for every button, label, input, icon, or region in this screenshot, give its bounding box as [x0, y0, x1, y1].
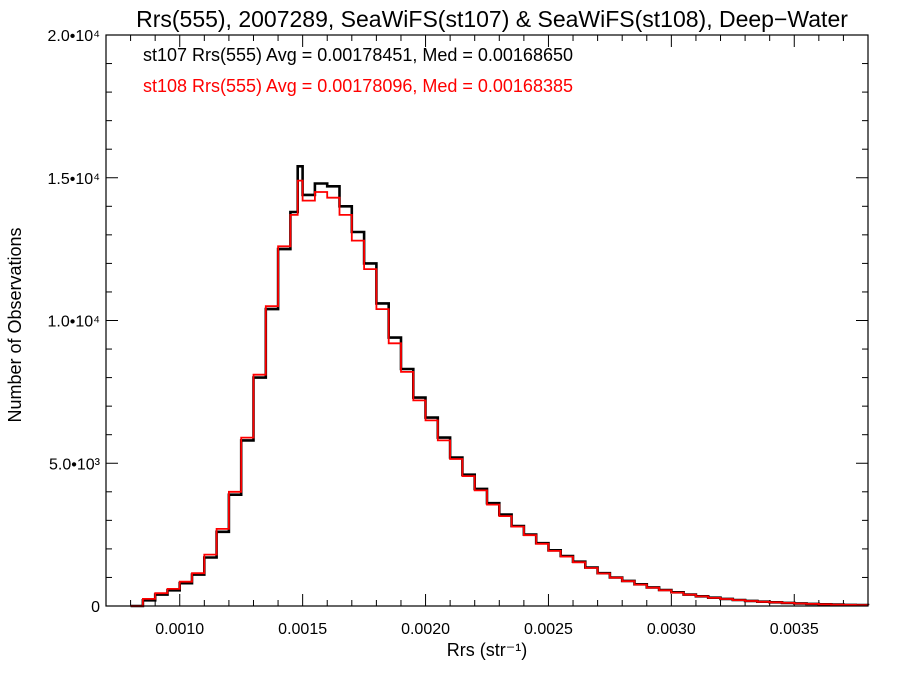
y-axis-title: Number of Observations — [5, 227, 25, 422]
x-tick-label: 0.0030 — [647, 621, 696, 638]
x-tick-label: 0.0010 — [155, 621, 204, 638]
legend-entry-st108: st108 Rrs(555) Avg = 0.00178096, Med = 0… — [143, 76, 573, 96]
series-line-st108 — [130, 179, 869, 607]
y-tick-label: 1.0•10⁴ — [47, 314, 100, 331]
x-tick-label: 0.0015 — [278, 621, 327, 638]
y-tick-label: 2.0•10⁴ — [47, 28, 100, 45]
series-line-st107 — [130, 165, 870, 608]
plot-frame — [105, 34, 869, 607]
y-tick-label: 5.0•10³ — [49, 456, 101, 473]
x-tick-label: 0.0020 — [401, 621, 450, 638]
y-axis-ticks: 0 5.0•10³ 1.0•10⁴ 1.5•10⁴ 2.0•10⁴ — [47, 28, 868, 616]
series-layer — [130, 165, 870, 608]
y-tick-label: 1.5•10⁴ — [47, 171, 100, 188]
x-tick-label: 0.0035 — [770, 621, 819, 638]
legend-entry-st107: st107 Rrs(555) Avg = 0.00178451, Med = 0… — [143, 45, 573, 65]
x-axis-ticks: 0.0010 0.0015 0.0020 0.0025 0.0030 0.0035 — [105, 35, 869, 638]
chart-title: Rrs(555), 2007289, SeaWiFS(st107) & SeaW… — [136, 6, 848, 32]
x-tick-label: 0.0025 — [524, 621, 573, 638]
x-axis-title: Rrs (str⁻¹) — [447, 640, 527, 660]
y-tick-label: 0 — [91, 599, 100, 616]
